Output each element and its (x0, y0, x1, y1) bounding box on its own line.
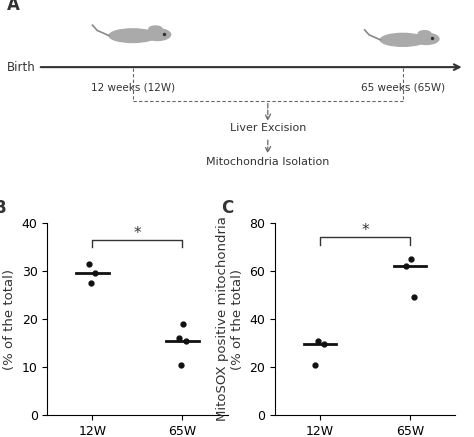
Circle shape (144, 29, 171, 41)
Y-axis label: TMRM positive mitochondria
(% of the total): TMRM positive mitochondria (% of the tot… (0, 224, 16, 414)
Circle shape (149, 26, 162, 32)
Text: Mitochondria Isolation: Mitochondria Isolation (206, 156, 329, 166)
Text: 65 weeks (65W): 65 weeks (65W) (361, 82, 445, 92)
Y-axis label: MitoSOX positive mitochondria
(% of the total): MitoSOX positive mitochondria (% of the … (216, 217, 244, 421)
Text: 12 weeks (12W): 12 weeks (12W) (91, 82, 175, 92)
Ellipse shape (380, 33, 426, 46)
Ellipse shape (109, 29, 156, 42)
Text: *: * (134, 226, 141, 241)
Text: A: A (7, 0, 20, 14)
Text: *: * (361, 223, 369, 238)
Text: Birth: Birth (7, 61, 36, 73)
Text: C: C (221, 199, 233, 217)
Text: B: B (0, 199, 6, 217)
Circle shape (414, 33, 439, 45)
Text: Liver Excision: Liver Excision (229, 123, 306, 133)
Circle shape (418, 31, 431, 36)
